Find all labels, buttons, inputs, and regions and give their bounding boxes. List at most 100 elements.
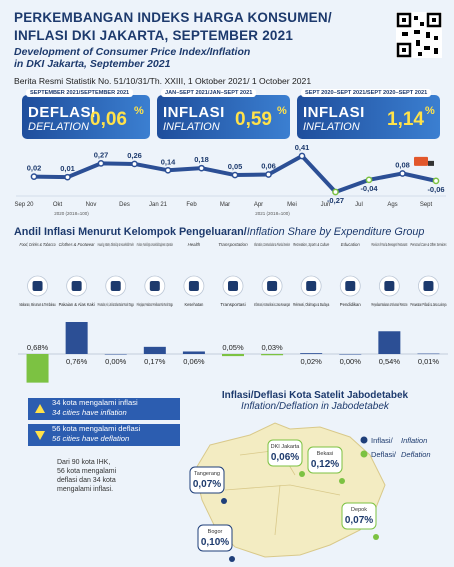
category-id: Perlengkapan, Peralatan & Pemeliharaan R… xyxy=(137,302,173,307)
city-name: Bekasi xyxy=(317,451,334,457)
x-tick-label: Jun xyxy=(321,202,331,208)
city-dot xyxy=(221,498,227,504)
legend-dot xyxy=(360,450,368,458)
card-unit: % xyxy=(425,105,435,117)
point xyxy=(64,173,71,181)
bar xyxy=(417,353,440,355)
icon-glyph xyxy=(188,281,199,291)
city-name: DKI Jakarta xyxy=(271,444,301,450)
point xyxy=(231,171,239,179)
city-dot xyxy=(299,471,305,477)
legend-dot xyxy=(360,436,368,444)
card-period: SEPTEMBER 2021/SEPTEMBER 2021 xyxy=(26,89,134,97)
legend-text: 34 kota mengalami inflasi xyxy=(52,398,138,407)
city-name: Tangerang xyxy=(194,471,220,477)
value-label: 0,00% xyxy=(105,357,127,366)
card: SEPTEMBER 2021/SEPTEMBER 2021 DEFLASI DE… xyxy=(22,89,150,139)
card-period: SEPT 2020–SEPT 2021/SEPT 2020–SEPT 2021 xyxy=(301,89,432,97)
category-id: Pendidikan xyxy=(340,302,362,307)
value-label: 0,41 xyxy=(295,143,310,152)
qr-code xyxy=(396,12,442,58)
bar-title: Andil Inflasi Menurut Kelompok Pengeluar… xyxy=(14,226,247,238)
map-title-en: Inflation/Deflation in Jabodetabek xyxy=(241,401,389,412)
city-dot xyxy=(373,534,379,540)
value-label: 0,05 xyxy=(228,162,243,171)
icon-glyph xyxy=(306,281,317,291)
category-en: Food, Drinks & Tobacco xyxy=(20,242,57,247)
bar xyxy=(143,346,166,354)
up-arrow xyxy=(35,404,45,413)
bar xyxy=(182,351,205,354)
release-info: Berita Resmi Statistik No. 51/10/31/Th. … xyxy=(14,76,312,86)
icon-glyph xyxy=(228,281,238,291)
value-label: 0,00% xyxy=(340,357,362,366)
x-tick-label: Sept xyxy=(420,202,433,208)
bar-chart: Food, Drinks & Tobacco Makanan, Minuman &… xyxy=(18,242,448,383)
legend-box: 56 kota mengalami deflasi 56 cities have… xyxy=(28,424,180,446)
point xyxy=(164,166,172,174)
category-id: Perawatan Pribadi & Jasa Lainnya xyxy=(410,302,446,307)
card-label-en: DEFLATION xyxy=(28,121,89,133)
value-label: 0,05% xyxy=(222,343,244,352)
city-box xyxy=(341,502,377,530)
bar xyxy=(104,354,127,355)
icon-glyph xyxy=(110,281,121,291)
category-en: Information, Communication & Financial S… xyxy=(254,242,290,247)
card-label: DEFLASI xyxy=(28,104,96,121)
card-unit: % xyxy=(277,105,287,117)
category-id: Perumahan, Air, Listrik & Bahan Bakar Ru… xyxy=(98,302,134,307)
point xyxy=(131,160,138,168)
card-label: INFLASI xyxy=(303,104,365,121)
category-en: Housing, Water, Electricity & Household … xyxy=(98,242,134,247)
x-tick-label: Des xyxy=(119,202,130,208)
point xyxy=(399,170,406,177)
x-tick-label: Ags xyxy=(387,202,397,208)
x-tick-label: Mar xyxy=(220,202,230,208)
icon-glyph xyxy=(345,281,356,291)
legend-name: Inflasi/ xyxy=(371,436,394,445)
point xyxy=(365,176,373,184)
value-label: 0,14 xyxy=(161,157,176,166)
value-label: 0,76% xyxy=(66,357,88,366)
card-label-en: INFLATION xyxy=(303,121,360,133)
category-en: Provision of Food & Beverages/ Restauran… xyxy=(371,242,407,247)
point xyxy=(97,160,105,167)
value-label: 0,01% xyxy=(418,357,440,366)
card-value: 0,59 xyxy=(235,109,272,130)
card: JAN–SEPT 2021/JAN–SEPT 2021 INFLASI INFL… xyxy=(157,89,290,139)
legend-box: 34 kota mengalami inflasi 34 cities have… xyxy=(28,398,180,420)
category-id: Rekreasi, Olahraga & Budaya xyxy=(293,302,330,307)
value-label: 0,06% xyxy=(183,357,205,366)
value-label: 0,02% xyxy=(301,357,323,366)
bar xyxy=(222,354,244,357)
icon-glyph xyxy=(149,281,160,291)
x-tick-label: Nov xyxy=(86,202,97,208)
city-dot xyxy=(339,478,345,484)
icon-glyph xyxy=(32,281,43,291)
truck-icon xyxy=(414,156,428,166)
category-id: Informasi, Komunikasi & Jasa Keuangan xyxy=(254,302,290,307)
legend-name-en: Inflation xyxy=(401,436,427,445)
city-box xyxy=(189,466,225,494)
x-tick-label: Sep 20 xyxy=(14,202,34,208)
x-tick-label: Jan 21 xyxy=(149,202,168,208)
icon-glyph xyxy=(71,281,82,291)
map-title: Inflasi/Deflasi Kota Satelit Jabodetabek… xyxy=(190,390,440,412)
value-label: 0,03% xyxy=(261,343,283,352)
x-tick-label: Feb xyxy=(186,202,197,208)
category-en: Personal Care & Other Services xyxy=(410,242,447,247)
icon-glyph xyxy=(384,281,395,291)
card-unit: % xyxy=(134,105,144,117)
city-box xyxy=(197,524,233,552)
card: SEPT 2020–SEPT 2021/SEPT 2020–SEPT 2021 … xyxy=(297,89,440,139)
bar xyxy=(26,354,49,383)
legend-text: 56 kota mengalami deflasi xyxy=(52,424,141,433)
value-label: 0,06 xyxy=(261,162,276,171)
value-label: 0,01 xyxy=(60,164,75,173)
subtitle: in DKI Jakarta, September 2021 xyxy=(14,58,171,70)
value-label: 0,08 xyxy=(395,160,410,169)
city-value: 0,12% xyxy=(311,459,339,470)
truck-icon xyxy=(428,160,434,166)
value-label: 0,02 xyxy=(27,164,42,173)
value-label: 0,54% xyxy=(379,357,401,366)
